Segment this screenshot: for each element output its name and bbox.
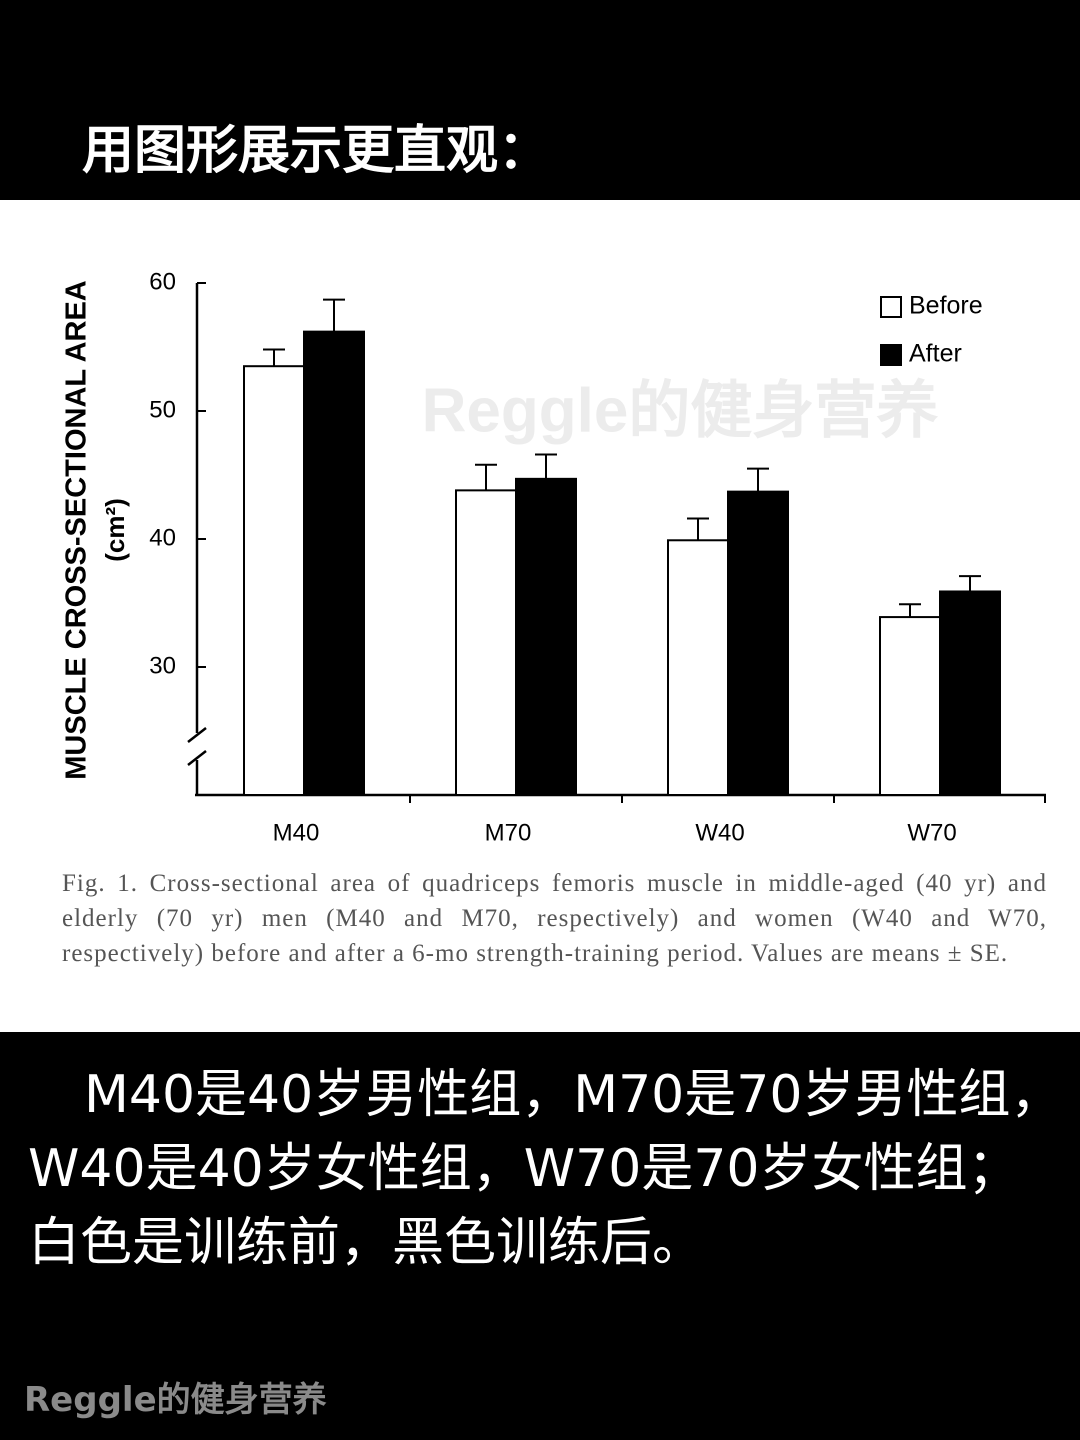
y-tick-label: 30 <box>149 652 176 679</box>
x-tick-label: M70 <box>485 819 532 846</box>
y-tick-label: 40 <box>149 524 176 551</box>
legend-swatch <box>880 344 902 366</box>
bar <box>303 330 365 796</box>
bar <box>667 539 729 797</box>
watermark: Reggle的健身营养 <box>422 376 939 445</box>
header-title: 用图形展示更直观： <box>82 121 551 181</box>
legend-label: Before <box>909 292 983 320</box>
y-tick-label: 50 <box>149 396 176 423</box>
bar <box>879 616 941 797</box>
axis-break <box>187 727 207 743</box>
x-tick-label: W40 <box>695 819 744 846</box>
bar <box>727 490 789 796</box>
y-tick-label: 60 <box>149 268 176 295</box>
bar <box>243 365 305 796</box>
bar <box>939 590 1001 796</box>
footer-watermark: Reggle的健身营养 <box>24 1380 327 1420</box>
x-tick-label: W70 <box>907 819 956 846</box>
chart: Reggle的健身营养 MUSCLE CROSS-SECTIONAL AREA … <box>61 268 1046 846</box>
figure-caption: Fig. 1. Cross-sectional area of quadrice… <box>62 870 1047 967</box>
axis-break <box>187 750 207 766</box>
body-text: M40是40岁男性组，M70是70岁男性组，W40是40岁女性组，W70是70岁… <box>28 1065 1063 1273</box>
legend-label: After <box>909 340 962 368</box>
bar <box>515 477 577 796</box>
bar <box>455 489 517 796</box>
y-axis-unit: (cm²) <box>100 498 130 562</box>
x-tick-label: M40 <box>273 819 320 846</box>
y-axis-label: MUSCLE CROSS-SECTIONAL AREA <box>61 280 93 780</box>
legend-swatch <box>880 296 902 318</box>
